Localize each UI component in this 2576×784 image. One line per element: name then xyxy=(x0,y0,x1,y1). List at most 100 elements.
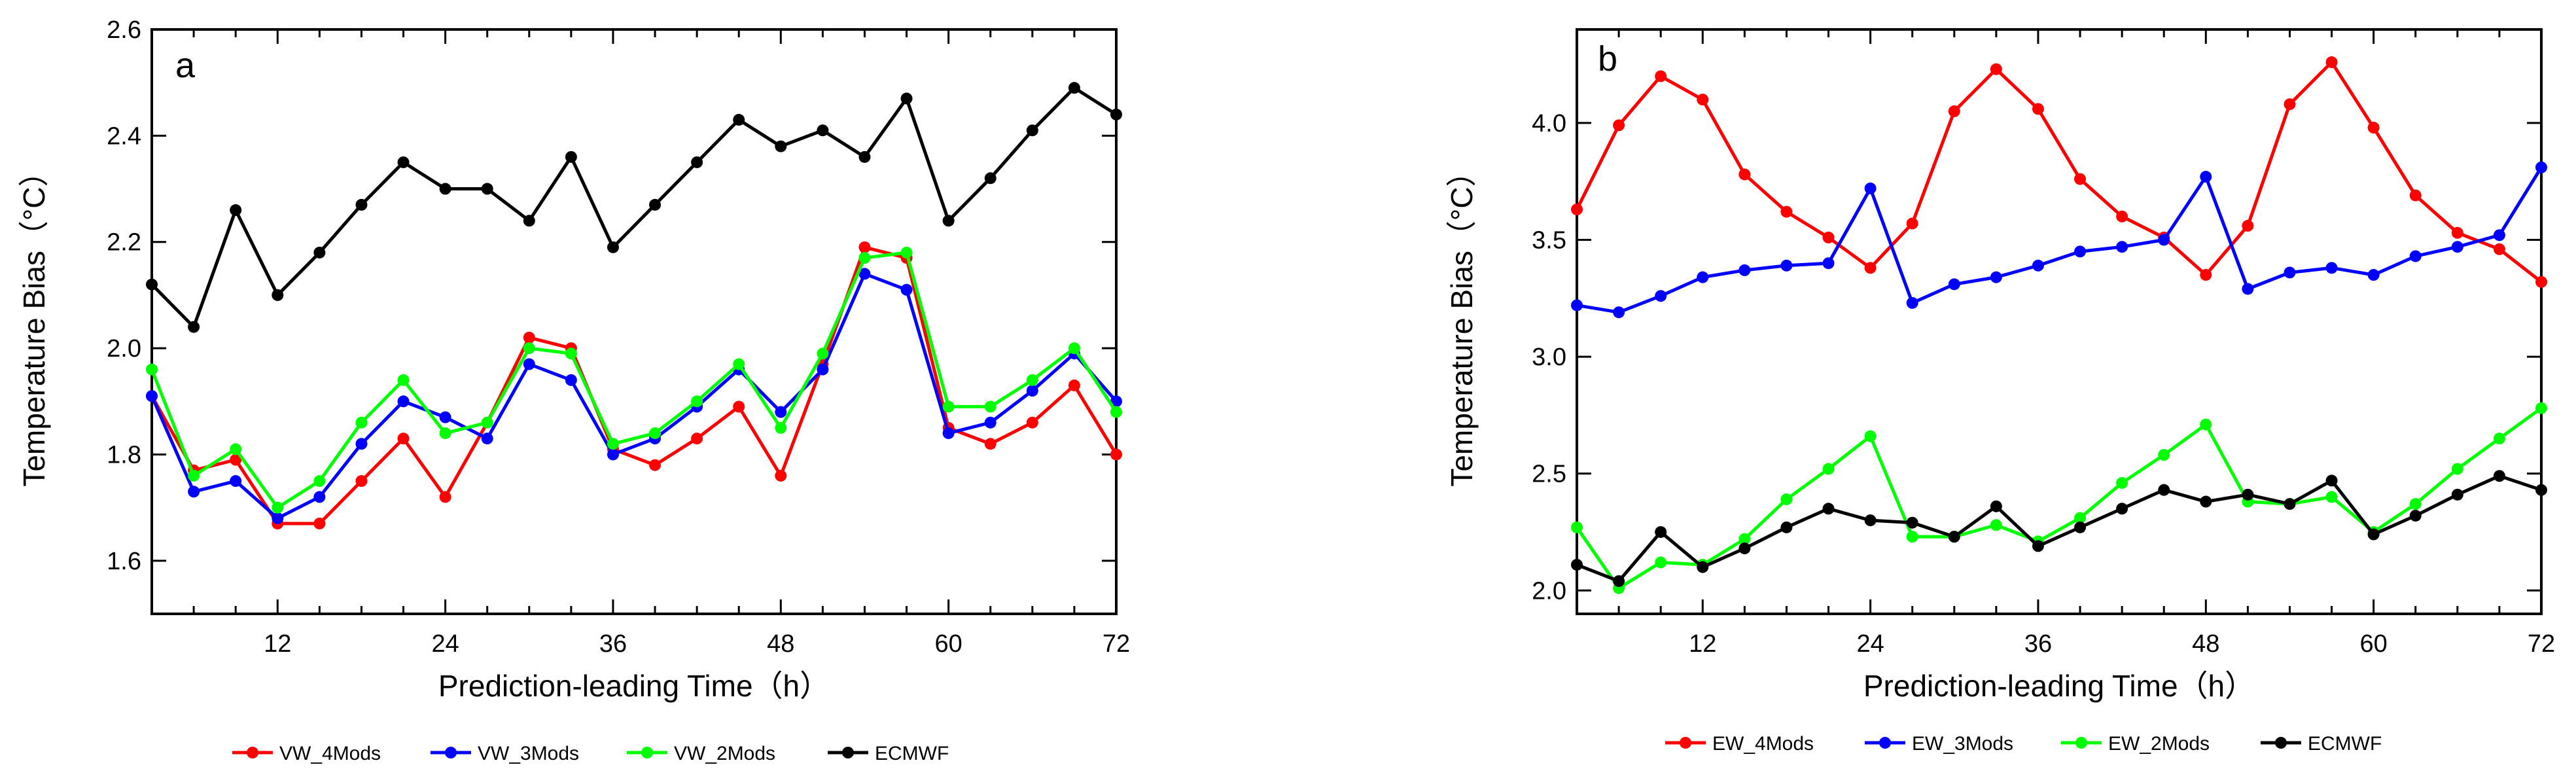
data-point xyxy=(775,406,787,418)
series-EW_4Mods xyxy=(1571,56,2547,288)
x-tick-label: 72 xyxy=(1103,630,1130,658)
data-point xyxy=(1906,296,1918,309)
data-point xyxy=(691,156,703,168)
data-point xyxy=(691,433,703,445)
legend-label: EW_3Mods xyxy=(1912,733,2013,755)
legend-item: EW_2Mods xyxy=(2061,733,2210,755)
legend-label: EW_2Mods xyxy=(2108,733,2210,755)
x-axis-title: Prediction-leading Time（h） xyxy=(438,669,830,703)
data-point xyxy=(984,416,997,429)
series-VW_4Mods xyxy=(146,241,1122,529)
series-line xyxy=(1576,474,2542,583)
data-point xyxy=(355,198,368,211)
data-point xyxy=(230,475,242,488)
data-point xyxy=(1990,271,2002,283)
data-point xyxy=(565,347,577,360)
x-tick-label: 60 xyxy=(2360,630,2388,658)
data-point xyxy=(607,241,619,253)
chart-panel-a: a 12 24 36 48 60 72 1.6 1.8 2.0 2.2 2.4 2.6 Predictio… xyxy=(17,16,1130,764)
data-point xyxy=(2116,241,2128,253)
data-point xyxy=(2409,498,2422,510)
data-point xyxy=(2535,484,2547,496)
data-point xyxy=(355,475,368,488)
y-tick-label: 2.0 xyxy=(1532,577,1566,605)
data-point xyxy=(313,517,326,529)
data-point xyxy=(2409,509,2422,522)
data-point xyxy=(1738,533,1751,545)
y-tick-label: 2.6 xyxy=(107,16,141,44)
data-point xyxy=(355,438,368,450)
series-ECMWF xyxy=(146,82,1122,333)
x-tick-label: 48 xyxy=(767,630,794,658)
data-point xyxy=(2200,171,2212,183)
data-point xyxy=(230,443,242,455)
data-point xyxy=(2535,161,2547,173)
data-point xyxy=(733,401,745,413)
data-point xyxy=(1068,342,1080,355)
legend-swatch-marker xyxy=(1879,737,1891,749)
legend-item: VW_4Mods xyxy=(232,743,381,764)
data-point xyxy=(607,448,619,461)
data-point xyxy=(565,151,577,163)
data-point xyxy=(649,198,662,211)
data-point xyxy=(775,469,787,482)
data-point xyxy=(1613,306,1625,319)
data-point xyxy=(1864,430,1877,442)
data-point xyxy=(1780,521,1793,533)
data-point xyxy=(2242,488,2254,501)
series-line xyxy=(1575,60,2543,283)
legend-item: EW_4Mods xyxy=(1665,733,1814,755)
data-point xyxy=(2116,476,2128,489)
data-point xyxy=(733,358,745,370)
data-point xyxy=(1026,385,1038,397)
data-point xyxy=(2284,266,2296,279)
data-point xyxy=(2535,402,2547,414)
data-point xyxy=(2493,470,2505,482)
legend-item: VW_2Mods xyxy=(627,743,775,764)
data-point xyxy=(439,427,451,439)
data-point xyxy=(1697,561,1709,573)
data-point xyxy=(1738,168,1751,181)
x-tick-label: 24 xyxy=(431,630,459,658)
y-tick-label: 2.0 xyxy=(107,335,141,363)
data-point xyxy=(2367,269,2380,281)
data-point xyxy=(523,331,535,344)
x-tick-label: 60 xyxy=(935,630,962,658)
data-point xyxy=(733,114,745,126)
series-VW_2Mods xyxy=(146,246,1122,514)
legend-swatch-marker xyxy=(445,747,457,758)
data-point xyxy=(523,342,535,355)
legend-swatch-marker xyxy=(842,747,854,758)
data-point xyxy=(900,246,913,258)
series-line xyxy=(1575,406,2543,590)
series-VW_3Mods xyxy=(146,268,1122,524)
data-point xyxy=(2200,269,2212,281)
data-point xyxy=(1026,124,1038,137)
data-point xyxy=(146,363,158,376)
x-tick-label: 12 xyxy=(264,630,291,658)
data-point xyxy=(2116,210,2128,223)
data-point xyxy=(1948,531,1960,543)
data-point xyxy=(2325,262,2338,274)
data-point xyxy=(1738,542,1751,554)
chart-panel-b: b 12 24 36 48 60 72 2.0 2.5 3.0 3.5 4.0 Prediction-l… xyxy=(1445,28,2555,755)
data-point xyxy=(2325,491,2338,503)
y-axis-title: Temperature Bias（°C） xyxy=(1445,156,1479,486)
series-ECMWF xyxy=(1571,470,2547,587)
data-point xyxy=(607,438,619,450)
data-point xyxy=(649,427,662,439)
data-point xyxy=(1864,182,1877,194)
data-point xyxy=(984,172,997,185)
x-tick-label: 12 xyxy=(1689,630,1716,658)
data-point xyxy=(1613,575,1625,587)
data-point xyxy=(2242,283,2254,295)
y-tick-label: 4.0 xyxy=(1532,110,1566,137)
data-point xyxy=(2409,189,2422,202)
data-point xyxy=(272,512,284,524)
data-point xyxy=(1571,299,1583,312)
data-point xyxy=(2032,103,2044,115)
legend-swatch-marker xyxy=(1680,737,1691,749)
data-point xyxy=(397,433,410,445)
data-point xyxy=(1613,119,1625,132)
